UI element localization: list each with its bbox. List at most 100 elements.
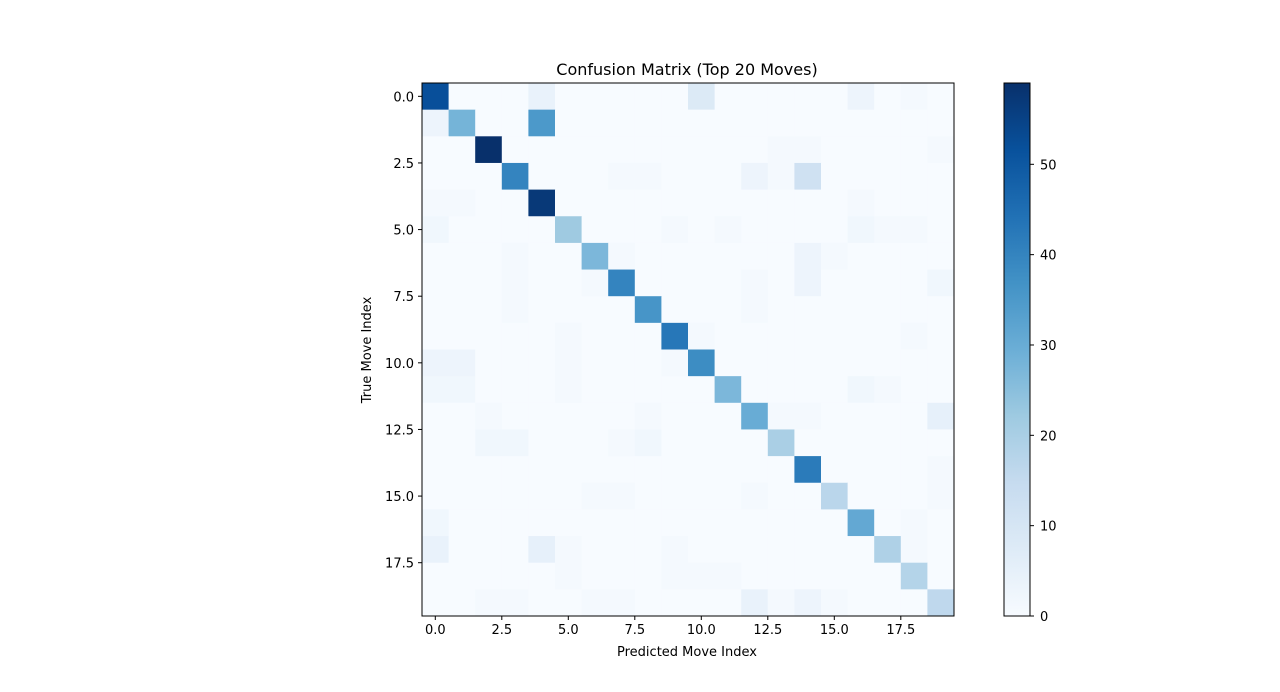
heatmap-cell <box>688 376 715 404</box>
heatmap-cell <box>927 189 955 217</box>
heatmap-cell <box>741 83 769 111</box>
heatmap-cell <box>847 456 875 484</box>
heatmap-cell <box>821 536 848 564</box>
heatmap-cell <box>634 242 662 270</box>
heatmap-cell <box>847 136 875 164</box>
heatmap-cell <box>794 376 822 404</box>
heatmap-cell <box>555 189 582 217</box>
heatmap-cell <box>794 216 822 244</box>
heatmap-cell <box>448 402 476 430</box>
heatmap-cell <box>847 349 875 377</box>
heatmap-cell <box>741 216 769 244</box>
heatmap-cell <box>528 109 556 137</box>
heatmap-cell <box>661 162 689 190</box>
heatmap-cell <box>422 509 449 537</box>
heatmap-cell <box>475 509 503 537</box>
heatmap-cell <box>501 136 529 164</box>
heatmap-cell <box>501 296 529 324</box>
heatmap-cell <box>448 189 476 217</box>
heatmap-cell <box>794 322 822 350</box>
heatmap-cell <box>794 402 822 430</box>
heatmap-cell <box>741 296 769 324</box>
heatmap-cell <box>528 83 556 111</box>
heatmap-cell <box>688 456 715 484</box>
heatmap-cell <box>900 136 928 164</box>
x-axis-label: Predicted Move Index <box>617 645 757 660</box>
heatmap-cell <box>634 83 662 111</box>
heatmap-cell <box>634 189 662 217</box>
heatmap-cell <box>927 216 955 244</box>
heatmap-cell <box>448 589 476 617</box>
heatmap-cell <box>634 536 662 564</box>
plot-frame <box>421 82 955 617</box>
heatmap-cell <box>634 136 662 164</box>
heatmap-cell <box>448 536 476 564</box>
heatmap-cell <box>767 162 795 190</box>
heatmap-cell <box>501 216 529 244</box>
heatmap-cell <box>555 589 582 617</box>
heatmap-cell <box>634 376 662 404</box>
heatmap-cell <box>767 536 795 564</box>
heatmap-cell <box>714 83 742 111</box>
heatmap-cell <box>555 269 582 297</box>
heatmap-cell <box>501 189 529 217</box>
heatmap-cell <box>475 536 503 564</box>
heatmap-cell <box>874 322 902 350</box>
heatmap-cell <box>847 189 875 217</box>
heatmap-cell <box>501 349 529 377</box>
heatmap-cell <box>528 296 556 324</box>
heatmap-cell <box>581 269 609 297</box>
heatmap-cell <box>528 562 556 590</box>
heatmap-cell <box>555 162 582 190</box>
heatmap-cell <box>581 162 609 190</box>
heatmap-cell <box>422 136 449 164</box>
y-tick-label: 10.0 <box>385 357 414 372</box>
heatmap-cell <box>767 269 795 297</box>
heatmap-cell <box>821 589 848 617</box>
heatmap-cell <box>581 589 609 617</box>
heatmap-cell <box>634 562 662 590</box>
heatmap-cell <box>528 589 556 617</box>
heatmap-cell <box>608 509 636 537</box>
heatmap-cell <box>927 109 955 137</box>
heatmap-cell <box>422 109 449 137</box>
heatmap-cell <box>688 402 715 430</box>
heatmap-cell <box>634 269 662 297</box>
heatmap-cell <box>475 562 503 590</box>
heatmap-cell <box>847 269 875 297</box>
heatmap-cell <box>821 189 848 217</box>
heatmap-cell <box>448 162 476 190</box>
heatmap-cell <box>821 562 848 590</box>
heatmap-cell <box>555 322 582 350</box>
y-tick-label: 17.5 <box>385 557 414 572</box>
heatmap-cell <box>767 216 795 244</box>
heatmap-cell <box>475 322 503 350</box>
heatmap-cell <box>608 269 636 297</box>
heatmap-cell <box>874 562 902 590</box>
heatmap-cell <box>714 429 742 457</box>
heatmap-cell <box>714 349 742 377</box>
heatmap-cell <box>608 349 636 377</box>
heatmap-cell <box>688 349 715 377</box>
heatmap-cell <box>581 242 609 270</box>
heatmap-cell <box>874 536 902 564</box>
heatmap-cell <box>794 83 822 111</box>
heatmap-cell <box>794 562 822 590</box>
heatmap-cell <box>874 136 902 164</box>
heatmap-cell <box>767 402 795 430</box>
heatmap-cell <box>794 136 822 164</box>
heatmap-cell <box>874 242 902 270</box>
heatmap-cell <box>767 189 795 217</box>
heatmap-cell <box>475 136 503 164</box>
heatmap-cell <box>448 109 476 137</box>
heatmap-cell <box>475 189 503 217</box>
colorbar-tick-label: 10 <box>1040 520 1057 535</box>
heatmap-cell <box>608 589 636 617</box>
heatmap-cell <box>422 216 449 244</box>
heatmap-cell <box>422 269 449 297</box>
heatmap-cell <box>555 216 582 244</box>
heatmap-cell <box>422 296 449 324</box>
heatmap-cell <box>661 189 689 217</box>
heatmap-cell <box>767 109 795 137</box>
